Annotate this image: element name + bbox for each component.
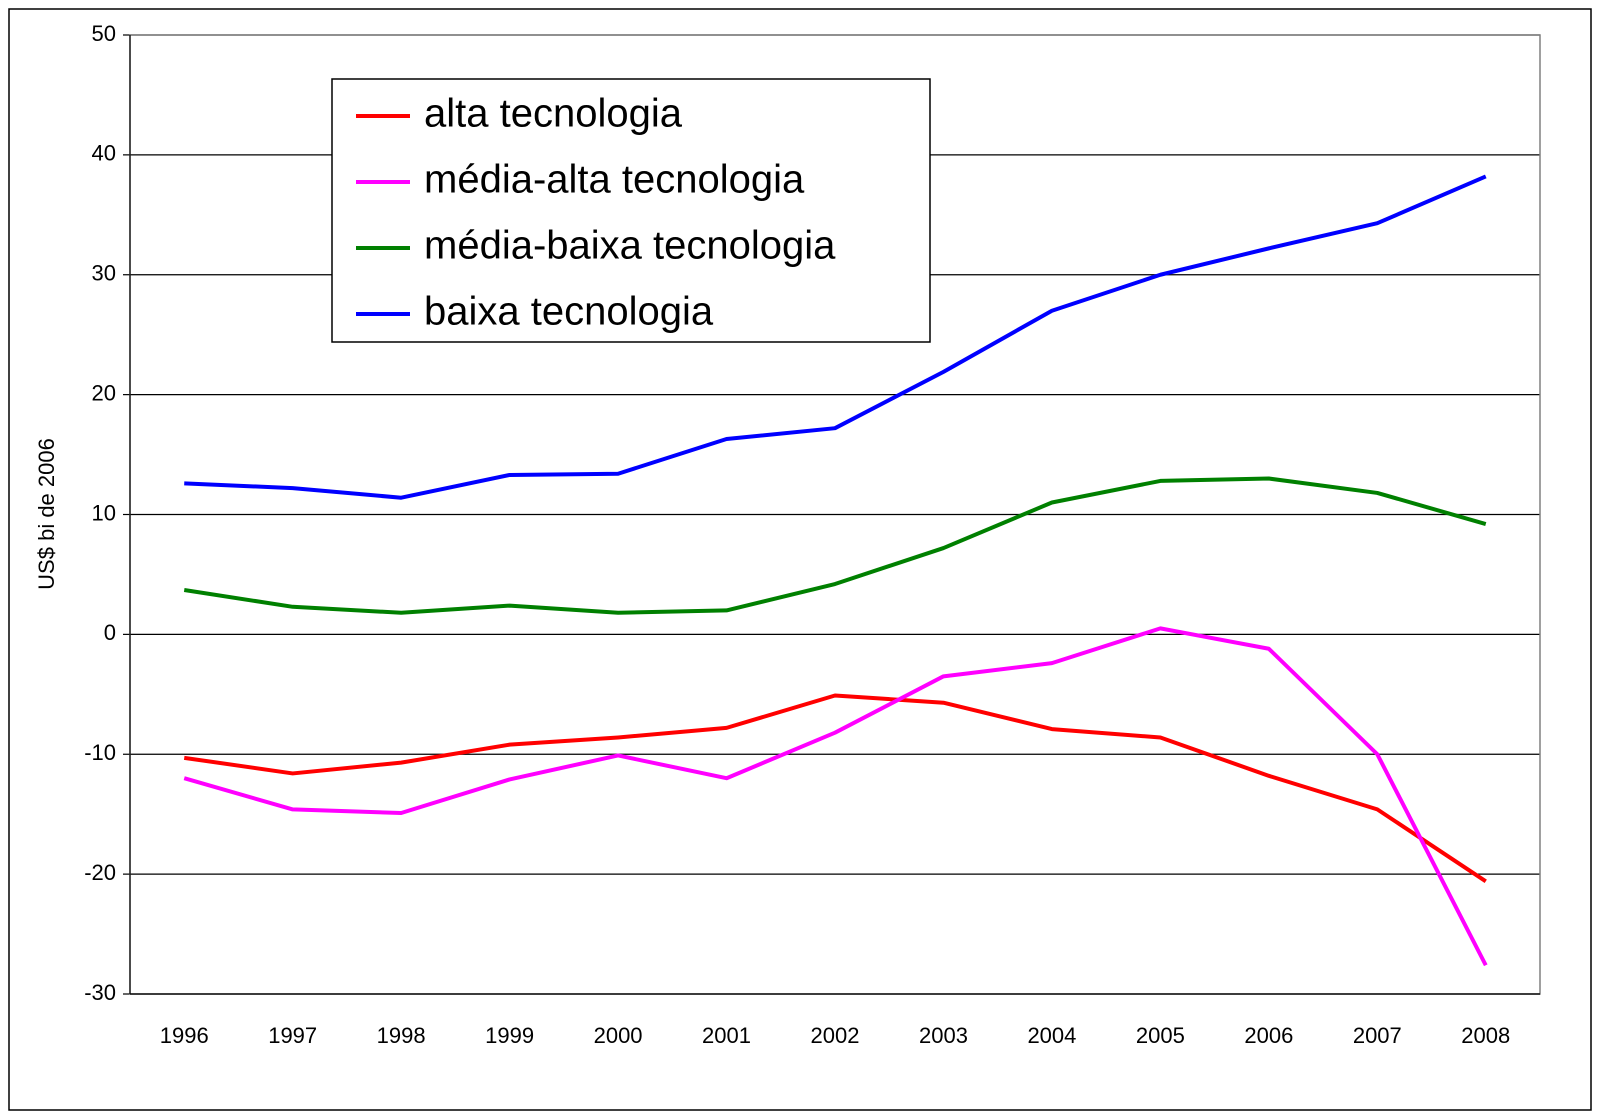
y-tick-label: 50 [92, 21, 116, 46]
legend-box [331, 78, 931, 343]
y-tick-label: 0 [104, 620, 116, 645]
y-tick-label: -10 [84, 740, 116, 765]
legend-label: baixa tecnologia [424, 290, 714, 334]
x-tick-label: 2002 [811, 1023, 860, 1048]
data-line [183, 626, 1488, 967]
legend-label: média-alta tecnologia [424, 158, 805, 202]
data-line [183, 476, 1487, 615]
x-tick-label: 2006 [1244, 1023, 1293, 1048]
x-tick-label: 1996 [160, 1023, 209, 1048]
x-tick-label: 1998 [377, 1023, 426, 1048]
data-line [184, 174, 1487, 500]
x-tick-label: 2001 [702, 1023, 751, 1048]
x-tick-label: 2007 [1353, 1023, 1402, 1048]
y-tick-label: 10 [92, 500, 116, 525]
legend-label: média-baixa tecnologia [424, 224, 836, 268]
x-tick-label: 1999 [485, 1023, 534, 1048]
legend-label: alta tecnologia [424, 92, 683, 136]
x-tick-label: 2005 [1136, 1023, 1185, 1048]
x-tick-label: 1997 [268, 1023, 317, 1048]
x-tick-label: 2004 [1027, 1023, 1076, 1048]
x-tick-label: 2000 [594, 1023, 643, 1048]
y-tick-label: 20 [92, 380, 116, 405]
y-tick-label: 40 [92, 141, 116, 166]
x-tick-label: 2008 [1461, 1023, 1510, 1048]
y-tick-label: -20 [84, 860, 116, 885]
y-tick-label: 30 [92, 261, 116, 286]
data-line [183, 693, 1487, 883]
y-tick-label: -30 [84, 980, 116, 1005]
y-axis-label: US$ bi de 2006 [34, 438, 59, 590]
x-tick-label: 2003 [919, 1023, 968, 1048]
